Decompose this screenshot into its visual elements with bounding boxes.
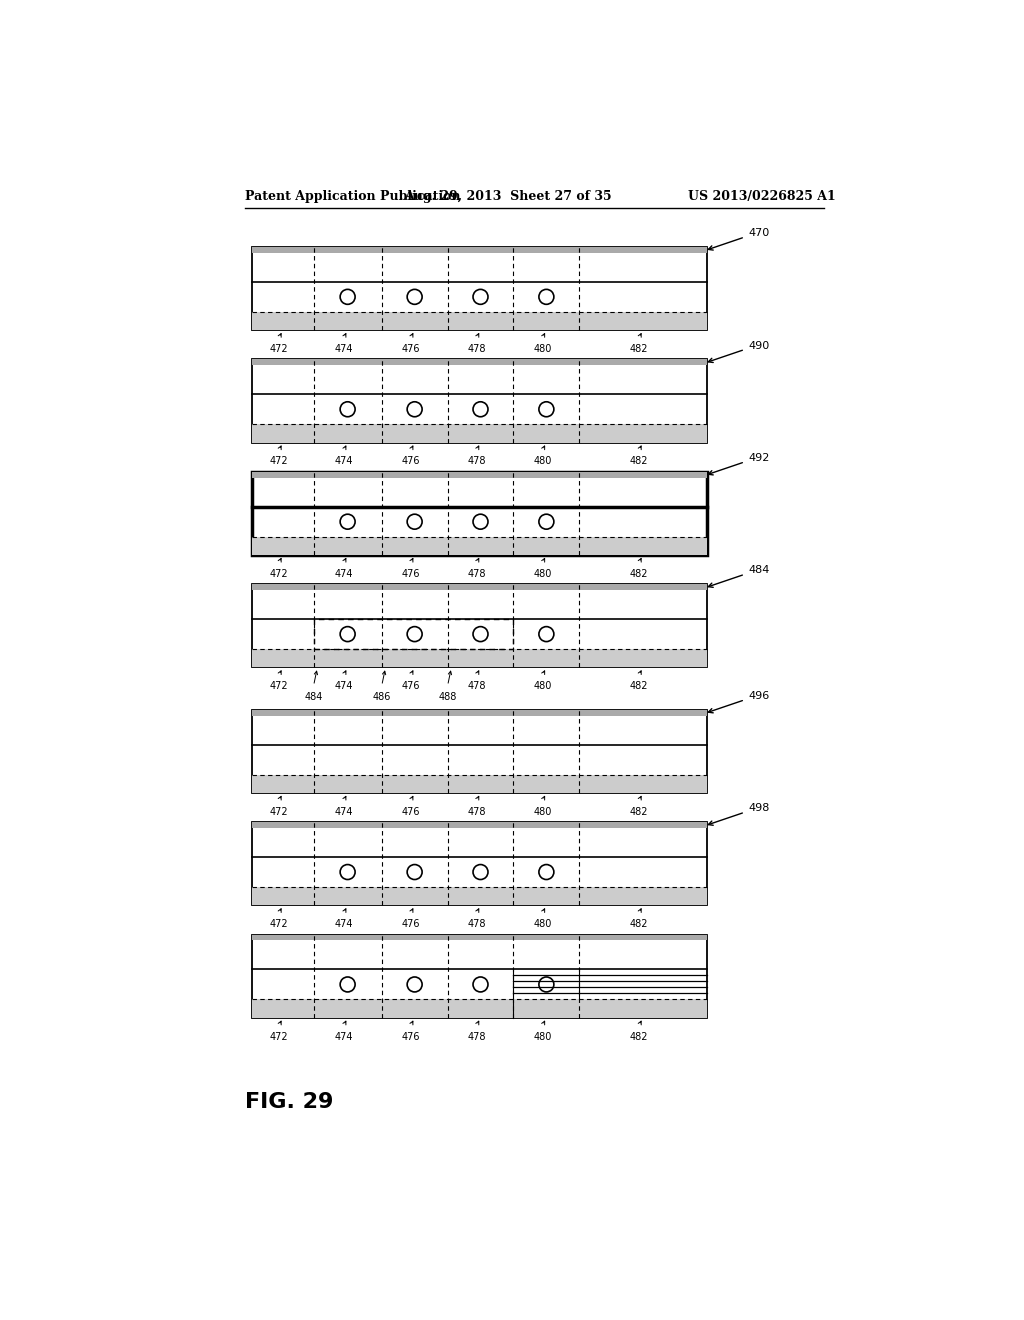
Text: Patent Application Publication: Patent Application Publication (245, 190, 460, 203)
Bar (252, 359, 707, 366)
Text: 478: 478 (467, 681, 486, 692)
Text: 476: 476 (401, 569, 420, 578)
Bar (252, 710, 707, 715)
Text: 476: 476 (401, 457, 420, 466)
Bar (252, 359, 707, 442)
Text: 472: 472 (269, 1032, 289, 1041)
Text: 476: 476 (401, 1032, 420, 1041)
Text: 480: 480 (534, 457, 552, 466)
Bar (252, 424, 707, 442)
Text: 474: 474 (335, 807, 353, 817)
Text: 480: 480 (534, 345, 552, 354)
Text: 474: 474 (335, 457, 353, 466)
Text: 474: 474 (335, 569, 353, 578)
Bar (252, 537, 707, 554)
Text: 472: 472 (269, 807, 289, 817)
Bar (252, 247, 707, 252)
Text: 474: 474 (335, 681, 353, 692)
Text: 480: 480 (534, 569, 552, 578)
Text: 492: 492 (749, 453, 770, 463)
Text: 480: 480 (534, 807, 552, 817)
Text: 478: 478 (467, 569, 486, 578)
Text: 482: 482 (630, 807, 648, 817)
Text: 476: 476 (401, 807, 420, 817)
Text: 482: 482 (630, 681, 648, 692)
Text: 478: 478 (467, 1032, 486, 1041)
Text: 482: 482 (630, 345, 648, 354)
Text: 472: 472 (269, 345, 289, 354)
Text: 476: 476 (401, 919, 420, 929)
Bar (252, 585, 707, 668)
Bar (313, 619, 513, 649)
Text: 478: 478 (467, 457, 486, 466)
Text: 496: 496 (749, 690, 770, 701)
Bar (252, 471, 707, 478)
Bar (252, 775, 707, 793)
Bar (252, 935, 707, 940)
Text: 474: 474 (335, 1032, 353, 1041)
Bar (252, 471, 707, 554)
Text: 482: 482 (630, 1032, 648, 1041)
Text: 482: 482 (630, 457, 648, 466)
Text: 476: 476 (401, 345, 420, 354)
Text: 478: 478 (467, 807, 486, 817)
Bar (252, 935, 707, 1018)
Text: 480: 480 (534, 919, 552, 929)
Text: 472: 472 (269, 569, 289, 578)
Text: 490: 490 (749, 341, 770, 351)
Text: 472: 472 (269, 681, 289, 692)
Text: 478: 478 (467, 919, 486, 929)
Text: 470: 470 (749, 228, 770, 238)
Text: 474: 474 (335, 919, 353, 929)
Text: 472: 472 (269, 919, 289, 929)
Text: 486: 486 (373, 692, 391, 702)
Bar (252, 822, 707, 906)
Text: 484: 484 (749, 565, 770, 576)
Text: 476: 476 (401, 681, 420, 692)
Bar (252, 585, 707, 590)
Text: FIG. 29: FIG. 29 (245, 1092, 333, 1111)
Text: 484: 484 (304, 692, 323, 702)
Text: 482: 482 (630, 919, 648, 929)
Bar (252, 247, 707, 330)
Text: 498: 498 (749, 804, 770, 813)
Text: 474: 474 (335, 345, 353, 354)
Text: 480: 480 (534, 681, 552, 692)
Bar (252, 999, 707, 1018)
Bar (252, 887, 707, 906)
Text: US 2013/0226825 A1: US 2013/0226825 A1 (688, 190, 836, 203)
Text: 480: 480 (534, 1032, 552, 1041)
Text: 478: 478 (467, 345, 486, 354)
Bar (252, 710, 707, 793)
Text: 488: 488 (438, 692, 457, 702)
Bar (252, 312, 707, 330)
Bar (252, 822, 707, 828)
Text: Aug. 29, 2013  Sheet 27 of 35: Aug. 29, 2013 Sheet 27 of 35 (404, 190, 611, 203)
Text: 482: 482 (630, 569, 648, 578)
Bar (252, 649, 707, 668)
Text: 472: 472 (269, 457, 289, 466)
